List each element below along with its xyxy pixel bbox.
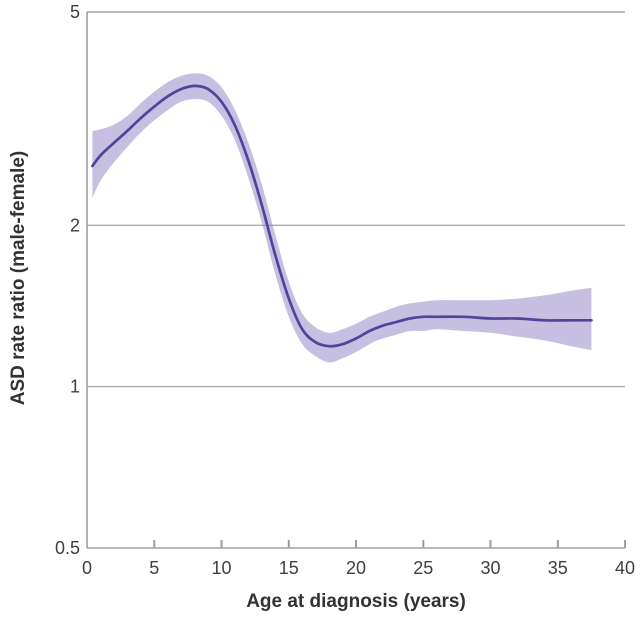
x-tick-label: 10 [211,558,231,578]
y-tick-label: 0.5 [55,538,80,558]
x-axis-title: Age at diagnosis (years) [246,591,466,612]
x-tick-label: 25 [413,558,433,578]
x-tick-label: 15 [279,558,299,578]
x-tick-label: 20 [346,558,366,578]
y-tick-label: 5 [70,2,80,22]
x-tick-label: 30 [480,558,500,578]
x-tick-label: 0 [82,558,92,578]
x-tick-label: 5 [149,558,159,578]
confidence-band [92,73,592,363]
x-tick-label: 40 [615,558,635,578]
y-axis-title: ASD rate ratio (male-female) [8,150,29,406]
y-tick-label: 2 [70,215,80,235]
x-tick-label: 35 [548,558,568,578]
trend-line [91,84,593,348]
y-tick-label: 1 [70,377,80,397]
